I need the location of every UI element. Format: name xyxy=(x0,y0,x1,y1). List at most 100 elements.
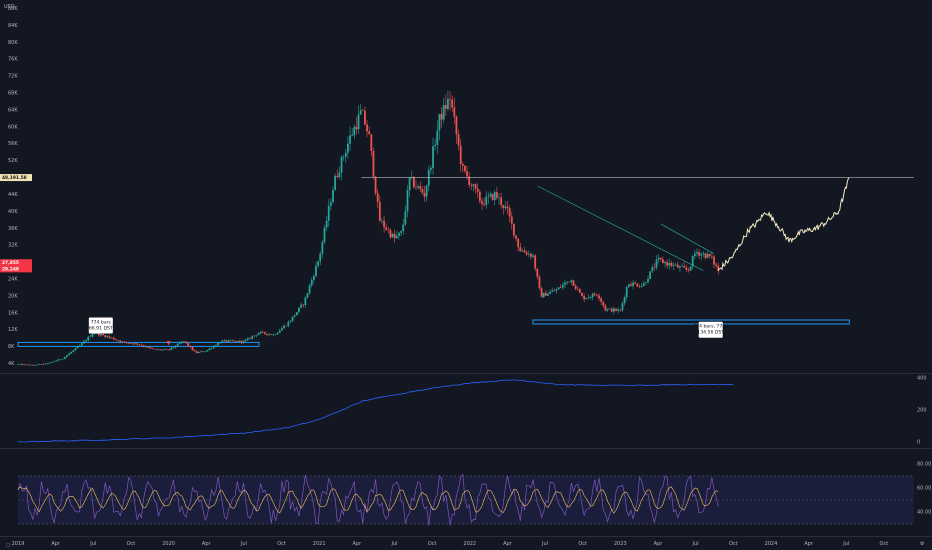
candle-body[interactable] xyxy=(708,253,711,257)
trend-line[interactable] xyxy=(537,185,704,271)
candle-body[interactable] xyxy=(442,105,445,120)
candle-body[interactable] xyxy=(206,350,209,352)
candle-body[interactable] xyxy=(351,135,354,136)
candle-body[interactable] xyxy=(242,340,245,343)
candle-body[interactable] xyxy=(17,364,19,365)
candle-body[interactable] xyxy=(713,256,715,265)
candle-body[interactable] xyxy=(91,334,94,337)
candle-body[interactable] xyxy=(115,339,117,341)
measure-note[interactable] xyxy=(698,321,723,338)
candle-body[interactable] xyxy=(227,340,230,342)
candle-body[interactable] xyxy=(666,262,669,266)
candle-body[interactable] xyxy=(578,289,581,293)
candle-body[interactable] xyxy=(670,262,673,266)
candle-body[interactable] xyxy=(604,305,607,311)
candle-body[interactable] xyxy=(421,188,424,193)
candle-body[interactable] xyxy=(302,304,305,306)
candle-body[interactable] xyxy=(370,134,373,152)
candle-body[interactable] xyxy=(623,297,626,304)
candle-body[interactable] xyxy=(700,253,703,256)
candle-body[interactable] xyxy=(138,344,141,346)
candle-body[interactable] xyxy=(244,339,247,341)
candle-body[interactable] xyxy=(538,276,541,289)
candle-body[interactable] xyxy=(485,196,488,205)
candle-body[interactable] xyxy=(266,333,268,335)
candle-body[interactable] xyxy=(36,364,39,366)
candle-body[interactable] xyxy=(300,304,302,308)
candle-body[interactable] xyxy=(176,343,179,347)
candle-body[interactable] xyxy=(542,292,545,298)
candle-body[interactable] xyxy=(289,321,292,323)
candle-body[interactable] xyxy=(598,295,600,299)
candle-body[interactable] xyxy=(402,224,405,232)
candle-body[interactable] xyxy=(310,279,313,286)
candle-body[interactable] xyxy=(478,191,481,202)
candle-body[interactable] xyxy=(704,253,707,258)
candle-body[interactable] xyxy=(117,340,119,341)
candle-body[interactable] xyxy=(600,298,603,302)
candle-body[interactable] xyxy=(315,265,317,277)
candle-body[interactable] xyxy=(200,351,202,353)
settings-icon[interactable] xyxy=(5,542,11,548)
candle-body[interactable] xyxy=(359,110,362,115)
candle-body[interactable] xyxy=(676,264,679,268)
candle-body[interactable] xyxy=(338,172,341,177)
candle-body[interactable] xyxy=(610,308,613,312)
candle-body[interactable] xyxy=(334,175,337,191)
candle-body[interactable] xyxy=(549,291,551,294)
candle-body[interactable] xyxy=(457,134,460,146)
candle-body[interactable] xyxy=(34,365,36,366)
candle-body[interactable] xyxy=(236,341,239,342)
candle-body[interactable] xyxy=(321,241,324,254)
candle-body[interactable] xyxy=(261,331,264,333)
candle-body[interactable] xyxy=(561,284,564,288)
candle-body[interactable] xyxy=(570,280,573,282)
candle-body[interactable] xyxy=(504,206,507,208)
candle-body[interactable] xyxy=(195,351,198,354)
candle-body[interactable] xyxy=(159,349,162,351)
candle-body[interactable] xyxy=(551,290,554,292)
candle-body[interactable] xyxy=(263,332,266,334)
candle-body[interactable] xyxy=(193,350,196,352)
candle-body[interactable] xyxy=(591,293,594,298)
candle-body[interactable] xyxy=(376,193,379,202)
candle-body[interactable] xyxy=(585,297,588,300)
candle-body[interactable] xyxy=(572,280,575,286)
candle-body[interactable] xyxy=(31,364,34,366)
candle-body[interactable] xyxy=(204,351,207,353)
projection-path[interactable] xyxy=(717,177,850,271)
candle-body[interactable] xyxy=(353,126,356,136)
candle-body[interactable] xyxy=(295,312,298,316)
candle-body[interactable] xyxy=(187,343,190,347)
candle-body[interactable] xyxy=(40,364,43,365)
candle-body[interactable] xyxy=(89,336,92,338)
candle-body[interactable] xyxy=(634,282,637,284)
candle-body[interactable] xyxy=(153,348,156,350)
candle-body[interactable] xyxy=(344,152,347,157)
candle-body[interactable] xyxy=(638,286,641,288)
candle-body[interactable] xyxy=(696,252,698,254)
candle-body[interactable] xyxy=(627,284,630,288)
candle-body[interactable] xyxy=(272,334,275,336)
candle-body[interactable] xyxy=(381,220,383,222)
rsi-line[interactable] xyxy=(17,473,719,526)
candle-body[interactable] xyxy=(317,261,320,266)
candle-body[interactable] xyxy=(76,346,79,349)
candle-body[interactable] xyxy=(530,253,532,257)
candle-body[interactable] xyxy=(589,297,592,298)
candle-body[interactable] xyxy=(170,347,173,350)
candle-body[interactable] xyxy=(649,271,652,280)
candle-body[interactable] xyxy=(210,348,213,349)
candle-body[interactable] xyxy=(74,348,77,351)
candle-body[interactable] xyxy=(249,338,251,339)
candle-body[interactable] xyxy=(108,336,111,338)
candle-body[interactable] xyxy=(664,262,666,264)
candle-body[interactable] xyxy=(685,267,688,270)
candle-body[interactable] xyxy=(166,349,168,350)
candle-body[interactable] xyxy=(134,343,136,345)
candle-body[interactable] xyxy=(57,359,60,361)
candle-body[interactable] xyxy=(208,348,211,351)
rsi-ma-line[interactable] xyxy=(17,486,719,514)
candle-body[interactable] xyxy=(274,334,277,336)
candle-body[interactable] xyxy=(483,204,486,205)
